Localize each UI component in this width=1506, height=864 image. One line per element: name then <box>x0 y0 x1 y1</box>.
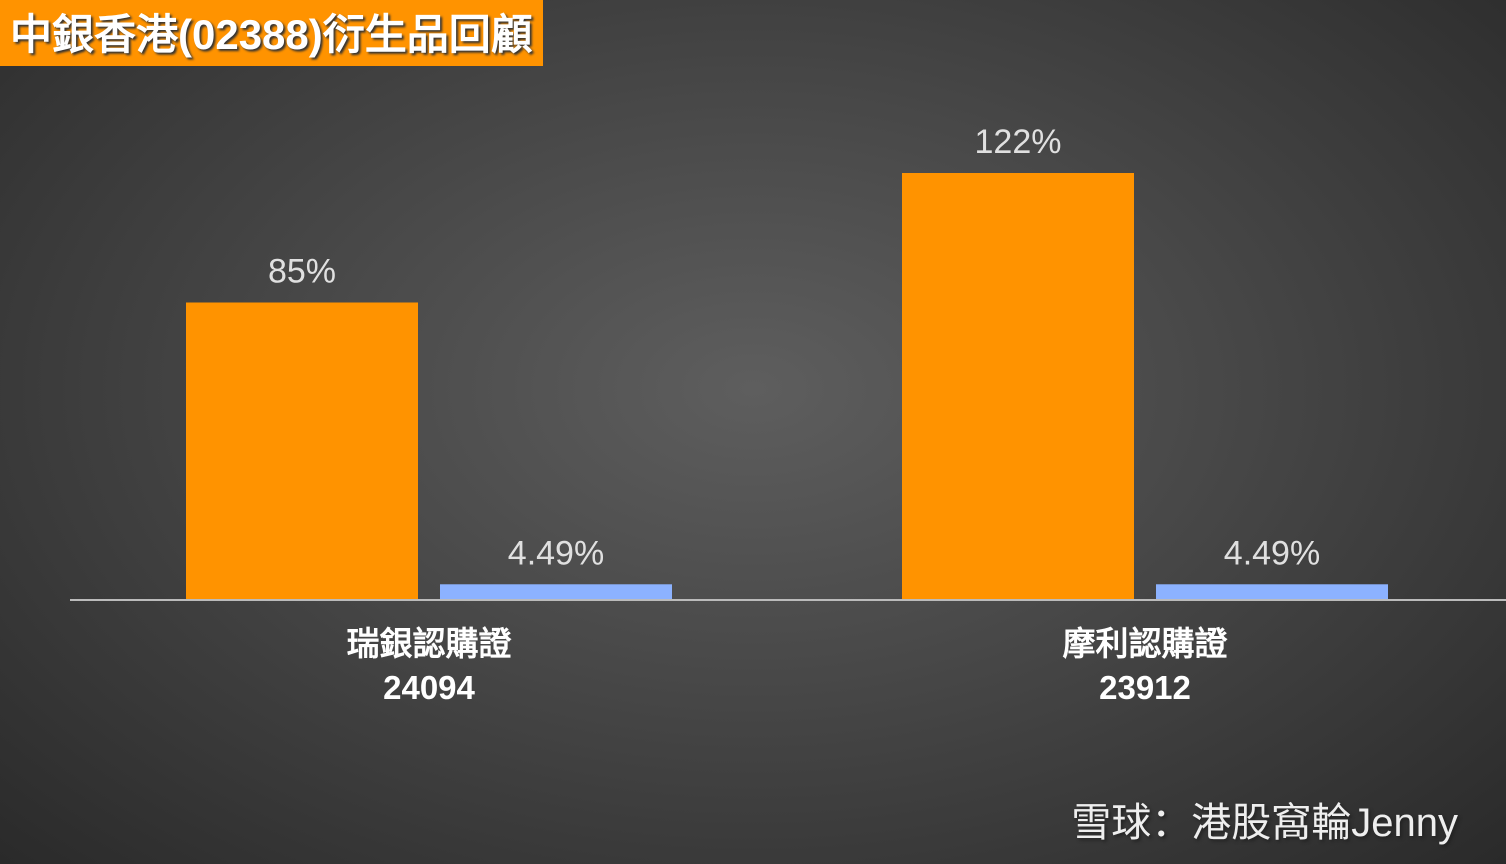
bar <box>440 584 672 600</box>
bar <box>902 173 1134 600</box>
value-label: 4.49% <box>508 534 604 572</box>
value-label: 85% <box>268 253 336 291</box>
bar <box>1156 584 1388 600</box>
bar <box>186 302 418 600</box>
chart-title: 中銀香港(02388)衍生品回顧 <box>0 0 543 66</box>
x-tick-label: 瑞銀認購證 24094 <box>346 625 512 706</box>
value-label: 122% <box>975 123 1062 161</box>
x-tick-label: 摩利認購證 23912 <box>1062 625 1228 706</box>
watermark: 雪球：港股窩輪Jenny <box>1071 801 1458 845</box>
value-label: 4.49% <box>1224 534 1320 572</box>
